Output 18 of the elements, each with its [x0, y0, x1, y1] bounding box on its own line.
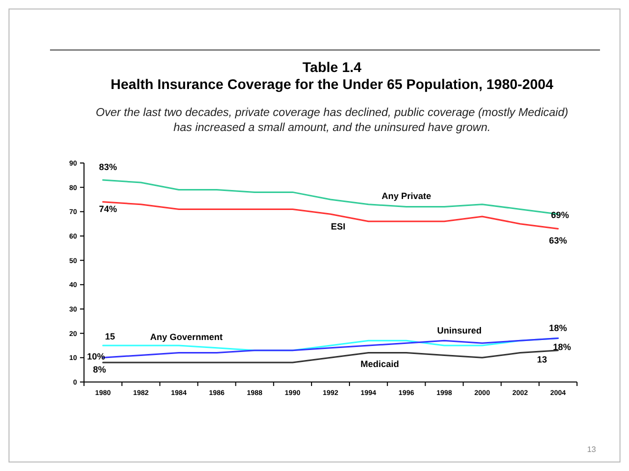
data-label: 74%: [98, 204, 117, 214]
data-label: 18%: [553, 342, 572, 352]
series-label: Any Private: [382, 190, 432, 201]
data-label: 69%: [551, 210, 570, 220]
data-label: 13: [537, 354, 548, 364]
series-label: Medicaid: [360, 358, 400, 369]
series-label: Uninsured: [437, 326, 482, 336]
data-label: 83%: [98, 162, 117, 172]
data-label: 10%: [86, 352, 105, 362]
data-label: 8%: [92, 364, 106, 375]
text: 13: [587, 445, 597, 454]
chart-title: Table 1.4 Health Insurance Coverage for the Under 65 Population, 1980-2004: [110, 59, 554, 92]
series-label: Any Government: [150, 332, 223, 342]
series-label: ESI: [330, 222, 346, 232]
data-label: 63%: [549, 236, 568, 246]
data-label: 18%: [549, 323, 568, 334]
chart-subtitle: Over the last two decades, private coverage has declined, public coverage (mostly Medicaid) has increased a small amount, and the uninsured have grown.: [96, 107, 568, 134]
data-label: 15: [104, 332, 115, 342]
